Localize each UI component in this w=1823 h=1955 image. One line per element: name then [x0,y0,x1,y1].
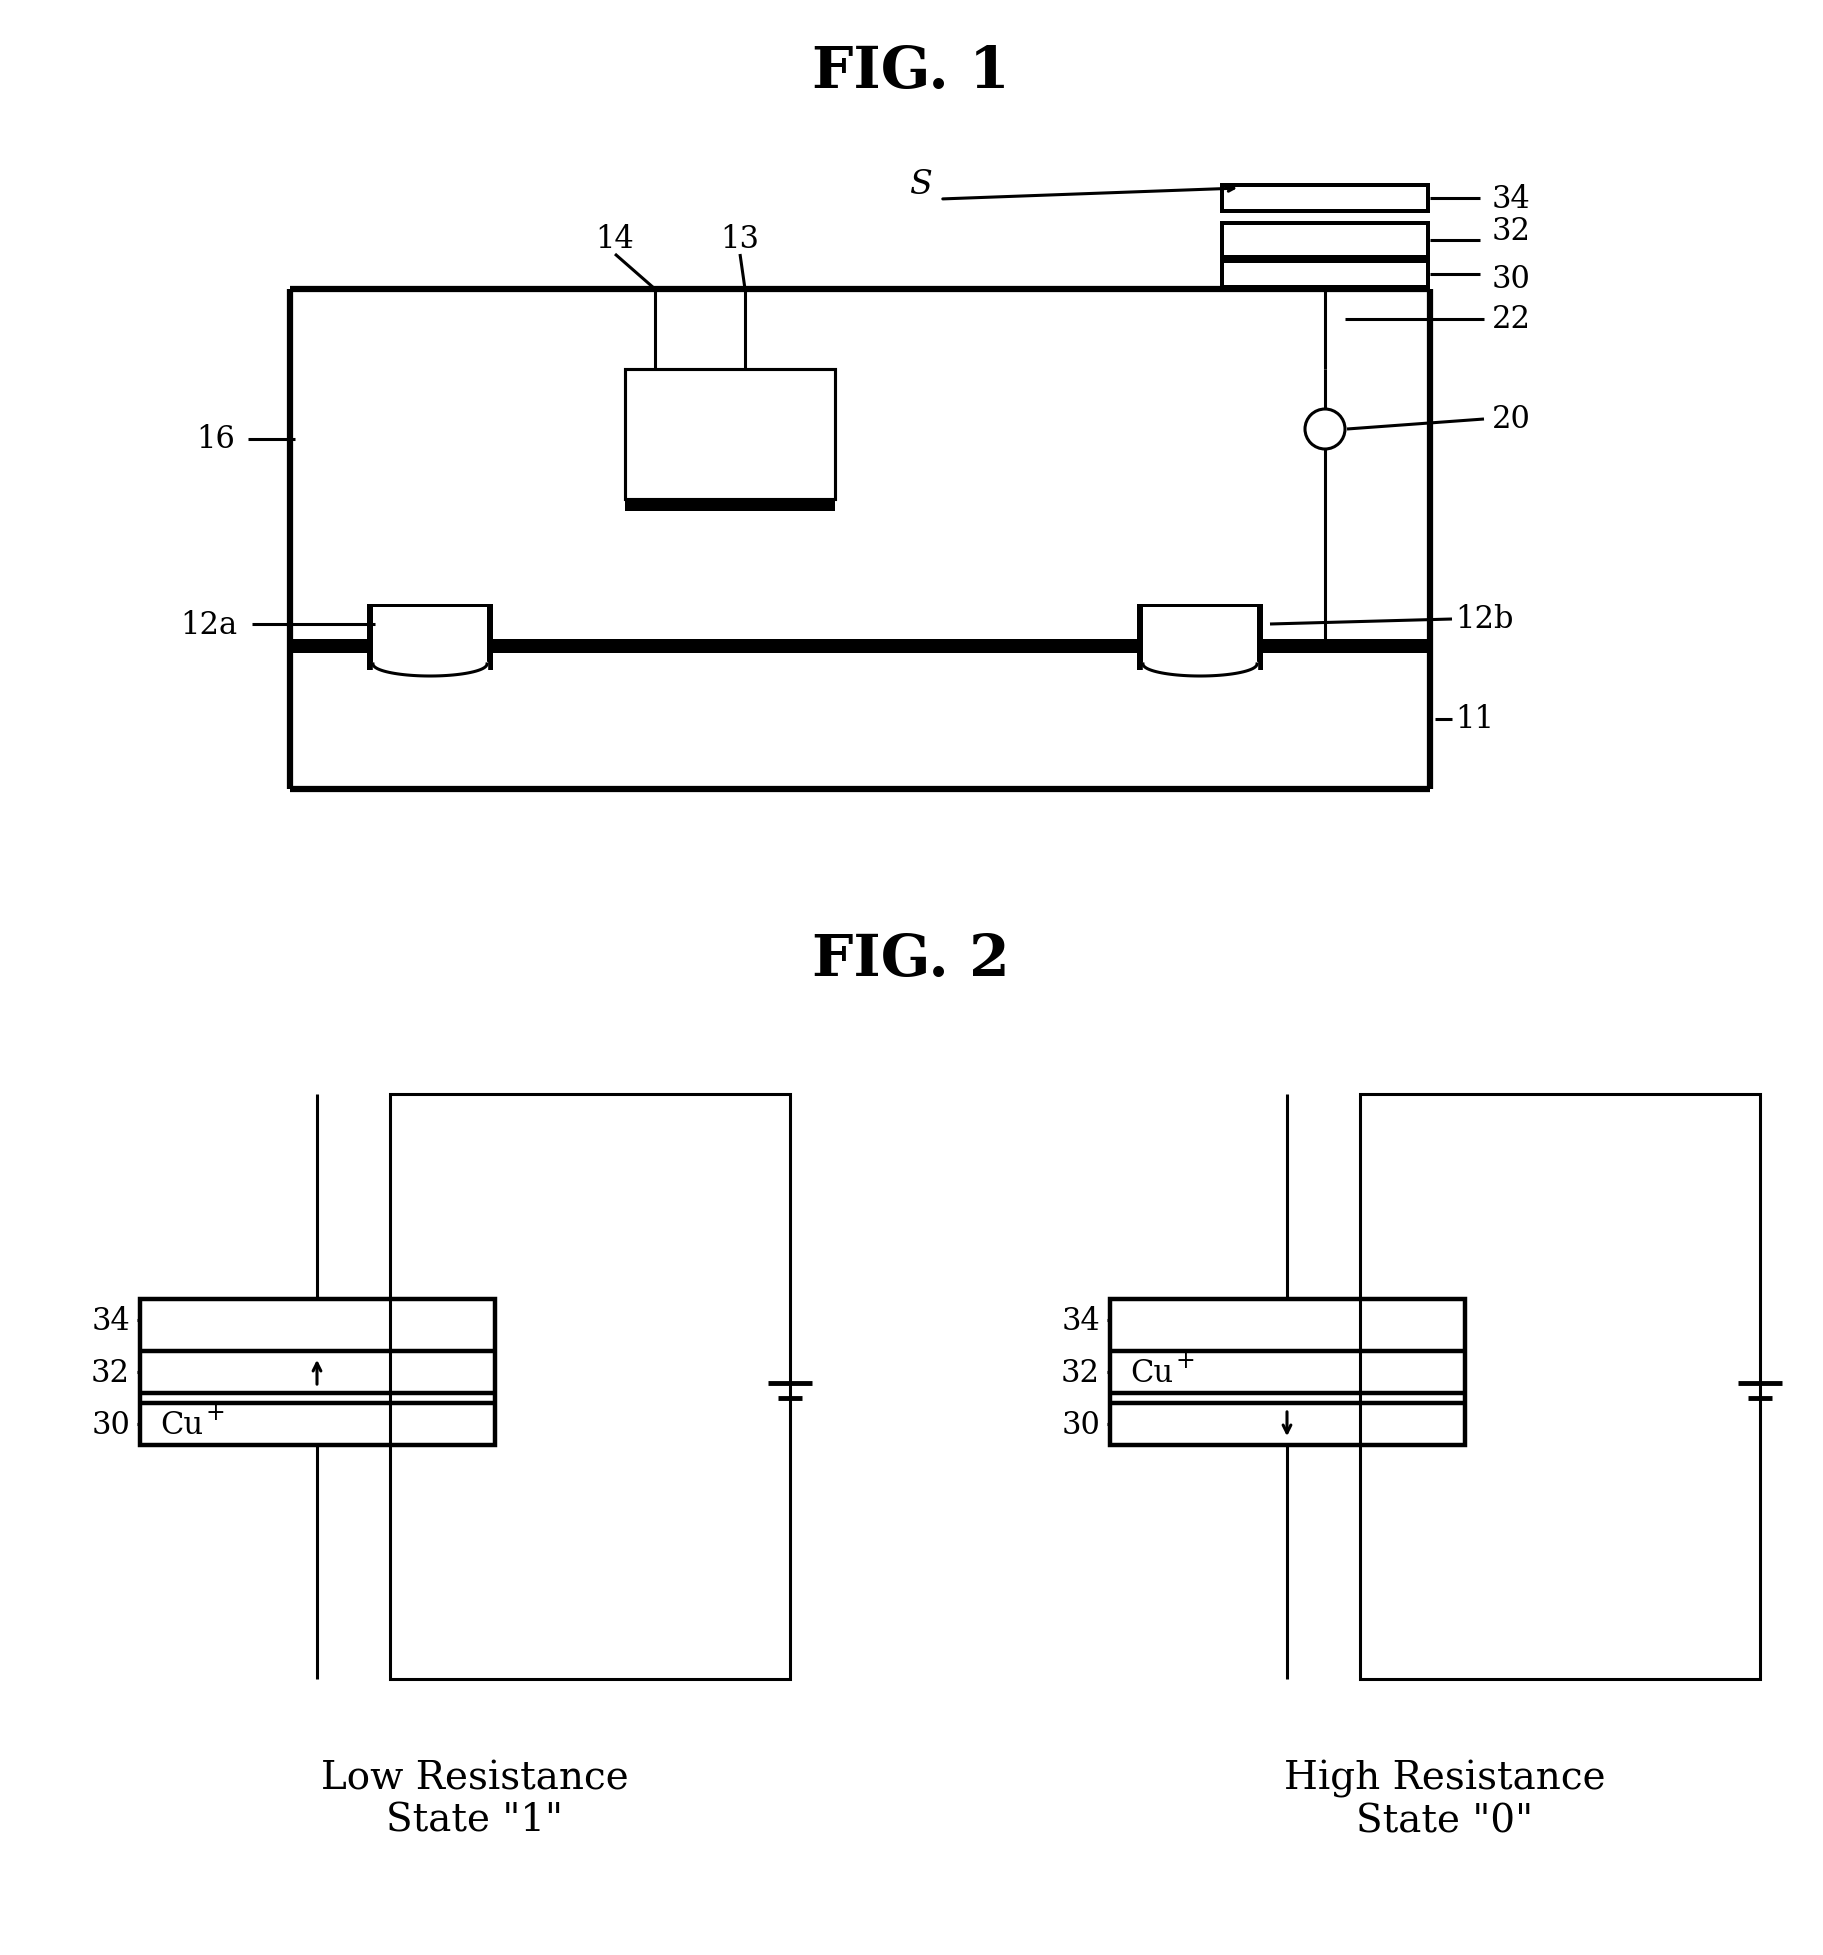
Text: 14: 14 [596,225,634,256]
Bar [625,369,835,500]
Bar [390,1095,789,1679]
Text: 32: 32 [91,1357,129,1388]
Text: 30: 30 [91,1410,129,1439]
Text: +: + [204,1402,224,1425]
Text: Cu: Cu [1130,1357,1174,1388]
Text: S: S [908,168,932,201]
Text: 20: 20 [1491,405,1531,436]
Circle shape [1305,411,1345,450]
Bar [625,500,835,512]
Text: Cu: Cu [160,1410,202,1439]
Bar [1223,227,1426,256]
Text: +: + [1176,1349,1194,1372]
Text: 30: 30 [1491,264,1531,295]
Bar [1138,604,1263,671]
Bar [366,604,492,671]
Text: 11: 11 [1455,704,1495,735]
Bar [1220,260,1429,289]
Bar [1360,1095,1759,1679]
Text: 32: 32 [1061,1357,1099,1388]
Bar [290,639,1429,653]
Text: 34: 34 [1061,1304,1099,1335]
Bar [1223,264,1426,285]
Text: FIG. 1: FIG. 1 [811,43,1010,100]
Text: 12a: 12a [180,610,237,639]
Text: 34: 34 [1491,184,1531,215]
Text: 32: 32 [1491,215,1531,246]
Bar [625,369,835,500]
Bar [490,639,1139,653]
Bar [374,608,487,665]
Text: High Resistance
State "0": High Resistance State "0" [1283,1760,1606,1840]
Text: 22: 22 [1491,305,1531,336]
Bar [1143,608,1258,665]
Text: 30: 30 [1061,1410,1099,1439]
Text: 34: 34 [91,1304,129,1335]
Bar [1110,1300,1466,1445]
Text: 12b: 12b [1455,604,1513,635]
Text: FIG. 2: FIG. 2 [811,931,1010,987]
Bar [1220,221,1429,260]
Bar [1220,184,1429,213]
Text: Low Resistance
State "1": Low Resistance State "1" [321,1760,629,1840]
Bar [1223,188,1426,209]
Bar [140,1300,496,1445]
Text: 13: 13 [720,225,760,256]
Text: 16: 16 [197,424,235,456]
